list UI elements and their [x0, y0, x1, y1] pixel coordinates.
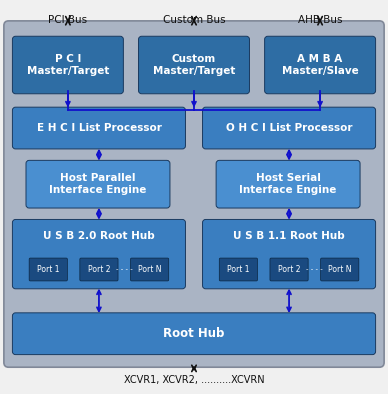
- FancyBboxPatch shape: [4, 21, 384, 367]
- Text: Root Hub: Root Hub: [163, 327, 225, 340]
- Text: AHB Bus: AHB Bus: [298, 15, 342, 25]
- Text: Custom Bus: Custom Bus: [163, 15, 225, 25]
- Text: Custom
Master/Target: Custom Master/Target: [153, 54, 235, 76]
- Text: U S B 1.1 Root Hub: U S B 1.1 Root Hub: [233, 231, 345, 241]
- FancyBboxPatch shape: [216, 160, 360, 208]
- Text: - - - -: - - - -: [306, 266, 323, 273]
- FancyBboxPatch shape: [12, 313, 376, 355]
- Text: Port 1: Port 1: [37, 265, 59, 274]
- Text: A M B A
Master/Slave: A M B A Master/Slave: [282, 54, 359, 76]
- FancyBboxPatch shape: [203, 219, 376, 289]
- Text: O H C I List Processor: O H C I List Processor: [226, 123, 352, 133]
- FancyBboxPatch shape: [270, 258, 308, 281]
- FancyBboxPatch shape: [130, 258, 169, 281]
- FancyBboxPatch shape: [219, 258, 258, 281]
- Text: Host Serial
Interface Engine: Host Serial Interface Engine: [239, 173, 337, 195]
- Text: Port 2: Port 2: [278, 265, 300, 274]
- FancyBboxPatch shape: [203, 107, 376, 149]
- FancyBboxPatch shape: [29, 258, 68, 281]
- Text: Port N: Port N: [328, 265, 352, 274]
- FancyBboxPatch shape: [265, 36, 376, 94]
- FancyBboxPatch shape: [80, 258, 118, 281]
- FancyBboxPatch shape: [12, 219, 185, 289]
- Text: P C I
Master/Target: P C I Master/Target: [27, 54, 109, 76]
- FancyBboxPatch shape: [139, 36, 249, 94]
- Text: Port 1: Port 1: [227, 265, 249, 274]
- Text: Host Parallel
Interface Engine: Host Parallel Interface Engine: [49, 173, 147, 195]
- Text: E H C I List Processor: E H C I List Processor: [36, 123, 161, 133]
- Text: Port 2: Port 2: [88, 265, 110, 274]
- FancyBboxPatch shape: [12, 36, 123, 94]
- Text: PCI Bus: PCI Bus: [48, 15, 87, 25]
- FancyBboxPatch shape: [12, 107, 185, 149]
- Text: Port N: Port N: [138, 265, 161, 274]
- Text: U S B 2.0 Root Hub: U S B 2.0 Root Hub: [43, 231, 155, 241]
- Text: XCVR1, XCVR2, ..........XCVRN: XCVR1, XCVR2, ..........XCVRN: [124, 375, 264, 385]
- FancyBboxPatch shape: [26, 160, 170, 208]
- FancyBboxPatch shape: [320, 258, 359, 281]
- Text: - - - -: - - - -: [116, 266, 133, 273]
